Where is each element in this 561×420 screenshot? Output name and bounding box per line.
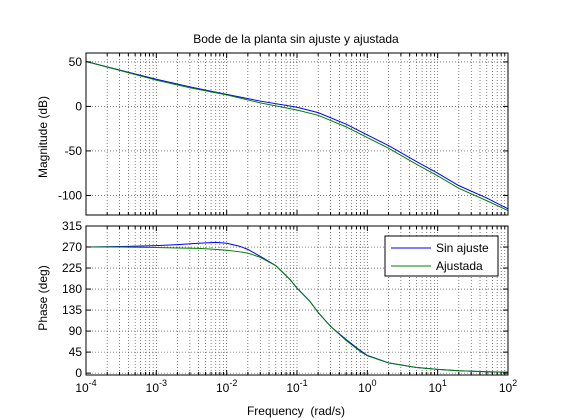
phase-y-tick-label: 90 [69,324,83,338]
frequency-x-axis-label: Frequency (rad/s) [247,404,345,418]
magnitude-y-tick-label: 0 [75,99,82,113]
magnitude-ticks [85,53,509,215]
phase-y-tick-label: 225 [62,261,82,275]
phase-y-tick-label: 135 [62,303,82,317]
phase-y-tick-label: 315 [62,219,82,233]
magnitude-y-tick-label: 50 [69,55,83,69]
legend: Sin ajuste Ajustada [384,235,499,277]
phase-y-tick-label: 0 [75,366,82,380]
legend-label-sin-ajuste: Sin ajuste [436,241,489,255]
plot-title: Bode de la planta sin ajuste y ajustada [193,32,399,46]
phase-x-tick-label: 101 [428,378,446,395]
phase-plot: 0 45 90 135 180 225 270 315 10-4 10-3 10-2 10-1 100 1… [62,219,517,395]
magnitude-y-axis-label: Magnitude (dB) [36,96,50,178]
legend-label-ajustada: Ajustada [436,259,483,273]
magnitude-y-tick-label: -50 [65,144,83,158]
magnitude-series-line-blue [85,60,509,210]
phase-y-tick-label: 180 [62,282,82,296]
phase-x-tick-label: 10-3 [146,378,167,395]
magnitude-plot: 50 0 -50 -100 [58,52,509,216]
phase-series-line-ajustada [86,246,509,373]
phase-y-tick-label: 45 [69,345,83,359]
phase-ticks [85,225,509,375]
phase-x-tick-label: 10-4 [75,378,96,395]
phase-y-tick-label: 270 [62,240,82,254]
phase-y-axis-label: Phase (deg) [36,265,50,330]
phase-x-tick-label: 10-2 [216,378,237,395]
magnitude-series-line-green [85,60,509,212]
phase-x-tick-label: 102 [499,378,517,395]
legend-box [384,235,499,277]
magnitude-grid [86,53,508,215]
magnitude-y-tick-label: -100 [58,188,82,202]
phase-x-tick-label: 10-1 [286,378,307,395]
phase-x-tick-label: 100 [358,378,376,395]
